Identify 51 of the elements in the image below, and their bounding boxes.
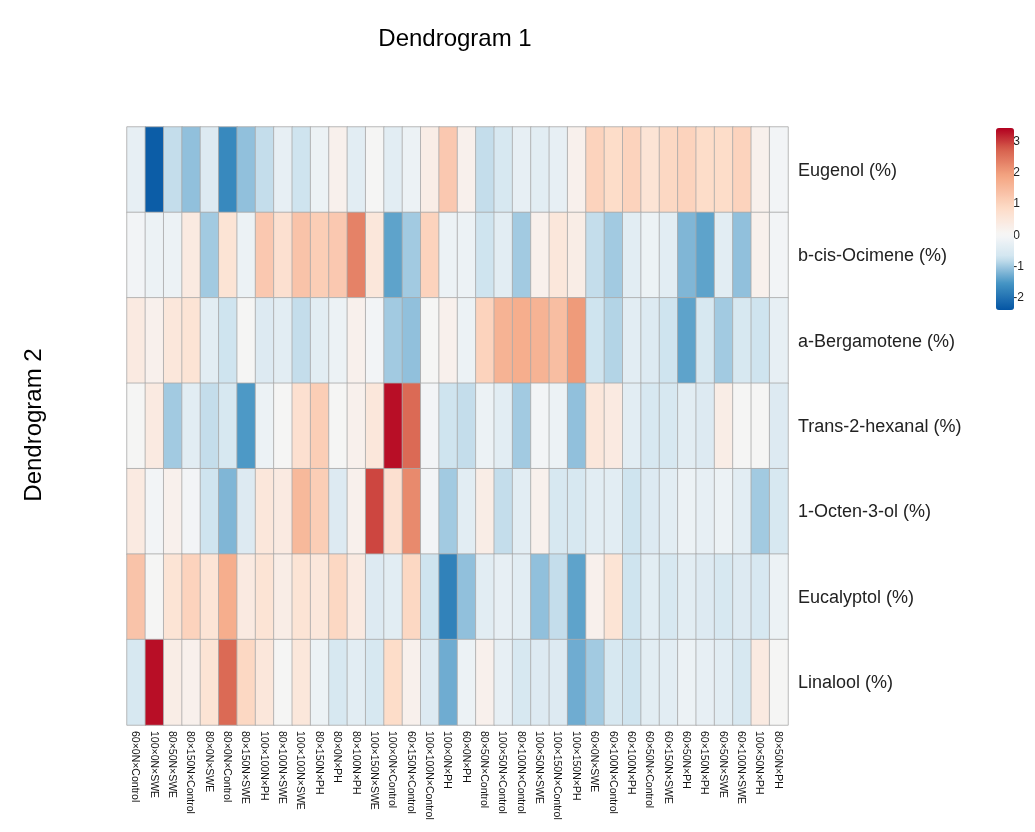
x-tick-label: 80×100N×PH [350,731,363,795]
x-tick-label: 100×100N×Control [423,731,436,820]
x-tick-label: 60×0N×PH [460,731,473,783]
x-tick-label: 80×50N×SWE [166,731,179,799]
y-tick-label: a-Bergamotene (%) [798,330,956,351]
x-tick-label: 100×0N×Control [387,731,400,809]
y-tick-label: Eugenol (%) [798,159,898,180]
x-tick-label: 80×150N×Control [185,731,198,814]
color-bar-label: 3 [1013,133,1021,148]
x-tick-label: 60×50N×PH [681,731,694,789]
x-tick-label: 80×0N×Control [221,731,234,803]
x-tick-label: 80×0N×SWE [203,731,216,793]
color-bar-label: -1 [1013,259,1025,274]
y-tick-label: b-cis-Ocimene (%) [798,245,948,266]
x-tick-label: 80×100N×SWE [277,731,290,804]
x-tick-label: 100×50N×Control [497,731,510,814]
x-tick-label: 80×150N×SWE [240,731,253,804]
y-tick-label: Eucalyptol (%) [798,586,915,607]
chart-title: Dendrogram 1 [378,23,532,51]
x-tick-label: 60×100N×SWE [736,731,749,804]
color-bar-label: 0 [1013,227,1021,242]
y-tick-label: 1-Octen-3-ol (%) [798,501,932,522]
x-tick-label: 80×0N×PH [332,731,345,783]
x-tick-label: 100×150N×PH [570,731,583,801]
color-bar-label: 1 [1013,196,1021,211]
x-tick-label: 80×150N×PH [313,731,326,795]
x-tick-label: 80×50N×Control [479,731,492,809]
x-tick-label: 100×50N×PH [754,731,767,795]
x-tick-label: 100×100N×SWE [295,731,308,810]
x-tick-label: 100×50N×SWE [534,731,547,804]
x-tick-label: 80×50N×PH [772,731,785,789]
x-tick-label: 60×0N×Control [130,731,143,803]
x-tick-label: 60×50N×Control [644,731,657,809]
x-tick-label: 80×100N×Control [515,731,528,814]
x-tick-label: 60×150N×SWE [662,731,675,804]
x-tick-label: 60×150N×PH [699,731,712,795]
x-tick-label: 100×0N×PH [442,731,455,789]
color-bar-label: -2 [1013,290,1025,305]
x-tick-label: 100×100N×PH [258,731,271,801]
color-bar-label: 2 [1013,164,1021,179]
x-tick-label: 100×0N×SWE [148,731,161,799]
y-tick-label: Trans-2-hexanal (%) [798,416,962,436]
x-tick-label: 100×150N×SWE [368,731,381,810]
x-tick-label: 60×0N×SWE [589,731,602,793]
x-tick-label: 100×150N×Control [552,731,565,820]
x-tick-label: 60×100N×Control [607,731,620,814]
y-axis-title: Dendrogram 2 [18,348,46,502]
x-tick-label: 60×50N×SWE [717,731,730,799]
x-tick-label: 60×100N×PH [625,731,638,795]
x-tick-label: 60×150N×Control [405,731,418,814]
y-tick-label: Linalool (%) [798,672,894,693]
